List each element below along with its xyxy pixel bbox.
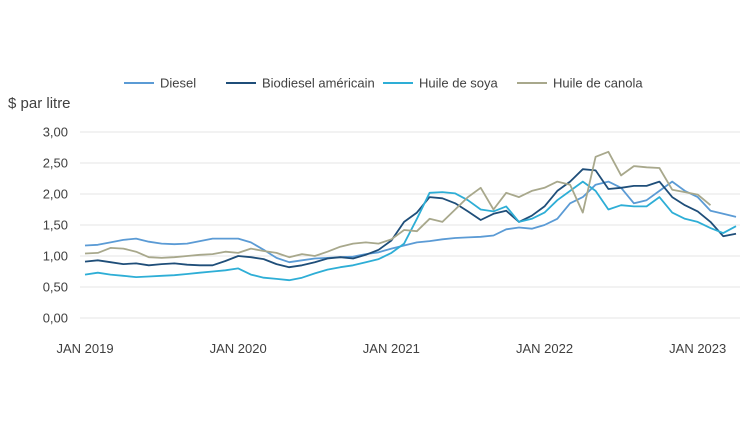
y-tick-label: 0,00	[43, 311, 68, 326]
legend[interactable]: Diesel Biodiesel américain Huile de soya Hu…	[124, 76, 643, 91]
y-axis-label: $ par litre	[8, 95, 71, 112]
series-line-1	[84, 168, 737, 269]
legend-label: Diesel	[160, 76, 196, 91]
legend-label: Biodiesel américain	[262, 76, 375, 91]
legend-label: Huile de soya	[419, 76, 499, 91]
x-tick-label: JAN 2019	[56, 341, 113, 356]
y-axis-ticks: 3,00 2,50 2,00 1,50 1,00 0,50 0,00	[43, 125, 68, 326]
y-tick-label: 3,00	[43, 125, 68, 140]
legend-item[interactable]: Diesel	[124, 76, 196, 91]
series-line-0	[84, 180, 737, 264]
legend-item[interactable]: Huile de canola	[517, 76, 643, 91]
legend-item[interactable]: Huile de soya	[383, 76, 499, 91]
x-tick-label: JAN 2023	[669, 341, 726, 356]
y-tick-label: 0,50	[43, 280, 68, 295]
grid-lines	[80, 131, 740, 319]
x-tick-label: JAN 2022	[516, 341, 573, 356]
legend-item[interactable]: Biodiesel américain	[226, 76, 375, 91]
y-tick-label: 2,00	[43, 187, 68, 202]
legend-label: Huile de canola	[553, 76, 643, 91]
y-tick-label: 2,50	[43, 156, 68, 171]
x-axis-ticks: JAN 2019 JAN 2020 JAN 2021 JAN 2022 JAN 2023	[56, 341, 726, 356]
series-lines	[84, 150, 737, 282]
x-tick-label: JAN 2020	[210, 341, 267, 356]
y-tick-label: 1,50	[43, 218, 68, 233]
x-tick-label: JAN 2021	[363, 341, 420, 356]
y-tick-label: 1,00	[43, 249, 68, 264]
series-line-3	[84, 150, 712, 259]
